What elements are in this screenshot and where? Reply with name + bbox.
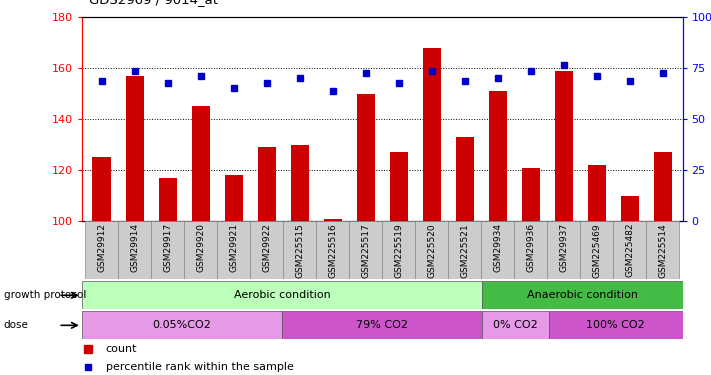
Bar [390, 152, 407, 221]
Bar [126, 76, 144, 221]
Bar [92, 158, 111, 221]
Text: GSM225516: GSM225516 [328, 223, 337, 278]
Text: GSM225482: GSM225482 [625, 223, 634, 278]
Text: GSM29922: GSM29922 [262, 223, 271, 272]
Bar [250, 221, 283, 279]
Bar [382, 221, 415, 279]
Text: GSM29934: GSM29934 [493, 223, 502, 272]
Bar [514, 221, 547, 279]
Bar [184, 221, 217, 279]
Text: 79% CO2: 79% CO2 [356, 320, 408, 330]
Bar [422, 48, 441, 221]
Bar [613, 221, 646, 279]
Text: GSM29921: GSM29921 [229, 223, 238, 272]
Bar [580, 221, 613, 279]
Bar [646, 221, 679, 279]
Text: count: count [106, 344, 137, 354]
Bar [357, 93, 375, 221]
Text: 0% CO2: 0% CO2 [493, 320, 538, 330]
Text: GSM29937: GSM29937 [560, 223, 568, 272]
Bar [82, 281, 482, 309]
Text: Aerobic condition: Aerobic condition [234, 290, 331, 300]
Bar [85, 221, 118, 279]
Bar [588, 165, 606, 221]
Text: GDS2969 / 9014_at: GDS2969 / 9014_at [89, 0, 218, 6]
Text: GSM225519: GSM225519 [394, 223, 403, 278]
Bar [191, 106, 210, 221]
Text: 0.05%CO2: 0.05%CO2 [152, 320, 211, 330]
Text: GSM29920: GSM29920 [196, 223, 205, 272]
Text: GSM225469: GSM225469 [592, 223, 602, 278]
Bar [482, 311, 549, 339]
Text: GSM225520: GSM225520 [427, 223, 436, 278]
Bar [549, 311, 683, 339]
Bar [82, 311, 282, 339]
Bar [282, 311, 482, 339]
Text: GSM225517: GSM225517 [361, 223, 370, 278]
Bar [547, 221, 580, 279]
Text: GSM29936: GSM29936 [526, 223, 535, 272]
Bar [225, 175, 242, 221]
Bar [522, 168, 540, 221]
Bar [118, 221, 151, 279]
Text: GSM225521: GSM225521 [460, 223, 469, 278]
Bar [257, 147, 276, 221]
Bar [151, 221, 184, 279]
Bar [448, 221, 481, 279]
Bar [324, 219, 342, 221]
Text: 100% CO2: 100% CO2 [587, 320, 645, 330]
Text: GSM29917: GSM29917 [163, 223, 172, 272]
Bar [291, 145, 309, 221]
Bar [456, 137, 474, 221]
Bar [415, 221, 448, 279]
Bar [653, 152, 672, 221]
Text: GSM225515: GSM225515 [295, 223, 304, 278]
Bar [316, 221, 349, 279]
Bar [482, 281, 683, 309]
Text: percentile rank within the sample: percentile rank within the sample [106, 362, 294, 372]
Bar [159, 178, 176, 221]
Bar [555, 70, 573, 221]
Bar [217, 221, 250, 279]
Text: dose: dose [4, 320, 28, 330]
Text: GSM225514: GSM225514 [658, 223, 667, 278]
Bar [621, 196, 638, 221]
Text: GSM29914: GSM29914 [130, 223, 139, 272]
Bar [349, 221, 383, 279]
Bar [283, 221, 316, 279]
Bar [481, 221, 514, 279]
Text: growth protocol: growth protocol [4, 290, 86, 300]
Text: GSM29912: GSM29912 [97, 223, 106, 272]
Text: Anaerobic condition: Anaerobic condition [527, 290, 638, 300]
Bar [488, 91, 507, 221]
